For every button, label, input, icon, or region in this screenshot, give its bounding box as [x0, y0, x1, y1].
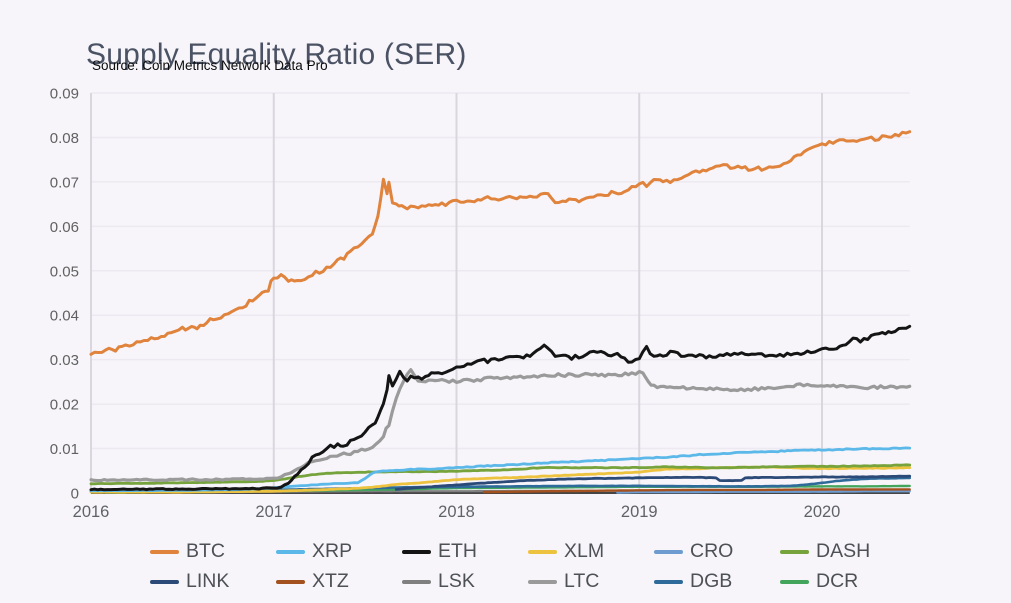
legend-item-xtz[interactable]: XTZ	[276, 567, 402, 597]
legend-swatch-ltc	[528, 580, 557, 584]
y-tick-label-0.08: 0.08	[50, 130, 79, 147]
legend-item-lsk[interactable]: LSK	[402, 567, 528, 597]
legend-item-dash[interactable]: DASH	[780, 537, 906, 567]
x-tick-label-2017: 2017	[255, 503, 292, 521]
y-tick-label-0.04: 0.04	[50, 308, 79, 325]
legend-swatch-xrp	[276, 550, 305, 554]
legend-label-ltc: LTC	[564, 570, 600, 593]
series-line-cro	[616, 490, 911, 494]
legend-item-dcr[interactable]: DCR	[780, 567, 906, 597]
series-line-btc	[89, 130, 912, 356]
legend-label-xtz: XTZ	[312, 570, 349, 593]
y-tick-label-0.03: 0.03	[50, 352, 79, 369]
legend-label-dgb: DGB	[690, 570, 733, 593]
legend-item-dgb[interactable]: DGB	[654, 567, 780, 597]
chart-source-label: Source: Coin Metrics Network Data Pro	[92, 58, 328, 73]
legend-item-xrp[interactable]: XRP	[276, 537, 402, 567]
legend-label-link: LINK	[186, 570, 230, 593]
y-tick-label-0: 0	[71, 486, 79, 503]
legend-item-eth[interactable]: ETH	[402, 537, 528, 567]
legend-label-dash: DASH	[816, 540, 871, 563]
y-tick-label-0.02: 0.02	[50, 397, 79, 414]
series-line-xtz	[482, 488, 911, 494]
legend-swatch-xlm	[528, 550, 557, 554]
x-tick-label-2019: 2019	[621, 503, 658, 521]
legend-item-btc[interactable]: BTC	[150, 537, 276, 567]
legend-swatch-lsk	[402, 580, 431, 584]
series-line-link	[394, 474, 912, 491]
legend-label-lsk: LSK	[438, 570, 475, 593]
legend-swatch-xtz	[276, 580, 305, 584]
legend-label-xrp: XRP	[312, 540, 353, 563]
legend-label-dcr: DCR	[816, 570, 859, 593]
legend-label-eth: ETH	[438, 540, 477, 563]
series-line-ltc	[89, 368, 912, 483]
y-tick-label-0.05: 0.05	[50, 263, 79, 280]
legend-item-xlm[interactable]: XLM	[528, 537, 654, 567]
legend-swatch-dgb	[654, 580, 683, 584]
legend-item-ltc[interactable]: LTC	[528, 567, 654, 597]
legend-item-link[interactable]: LINK	[150, 567, 276, 597]
page-title: Supply Equality Ratio (SER)	[86, 38, 467, 72]
y-tick-label-0.01: 0.01	[50, 441, 79, 458]
series-line-dash	[89, 463, 912, 486]
x-tick-label-2016: 2016	[73, 503, 110, 521]
x-tick-label-2018: 2018	[438, 503, 475, 521]
legend-swatch-cro	[654, 550, 683, 554]
legend-swatch-btc	[150, 550, 179, 554]
legend-label-btc: BTC	[186, 540, 225, 563]
legend-swatch-link	[150, 580, 179, 584]
legend-label-xlm: XLM	[564, 540, 605, 563]
legend-swatch-eth	[402, 550, 431, 554]
legend-swatch-dash	[780, 550, 809, 554]
legend-swatch-dcr	[780, 580, 809, 584]
legend-item-cro[interactable]: CRO	[654, 537, 780, 567]
x-tick-label-2020: 2020	[804, 503, 841, 521]
legend: BTC XRP ETH XLM CRO DASH LINK XTZ LSK LTC DGB DCR	[150, 537, 906, 597]
legend-label-cro: CRO	[690, 540, 734, 563]
y-tick-label-0.09: 0.09	[50, 86, 79, 103]
y-tick-label-0.07: 0.07	[50, 174, 79, 191]
series-line-eth	[89, 324, 912, 492]
y-tick-label-0.06: 0.06	[50, 219, 79, 236]
